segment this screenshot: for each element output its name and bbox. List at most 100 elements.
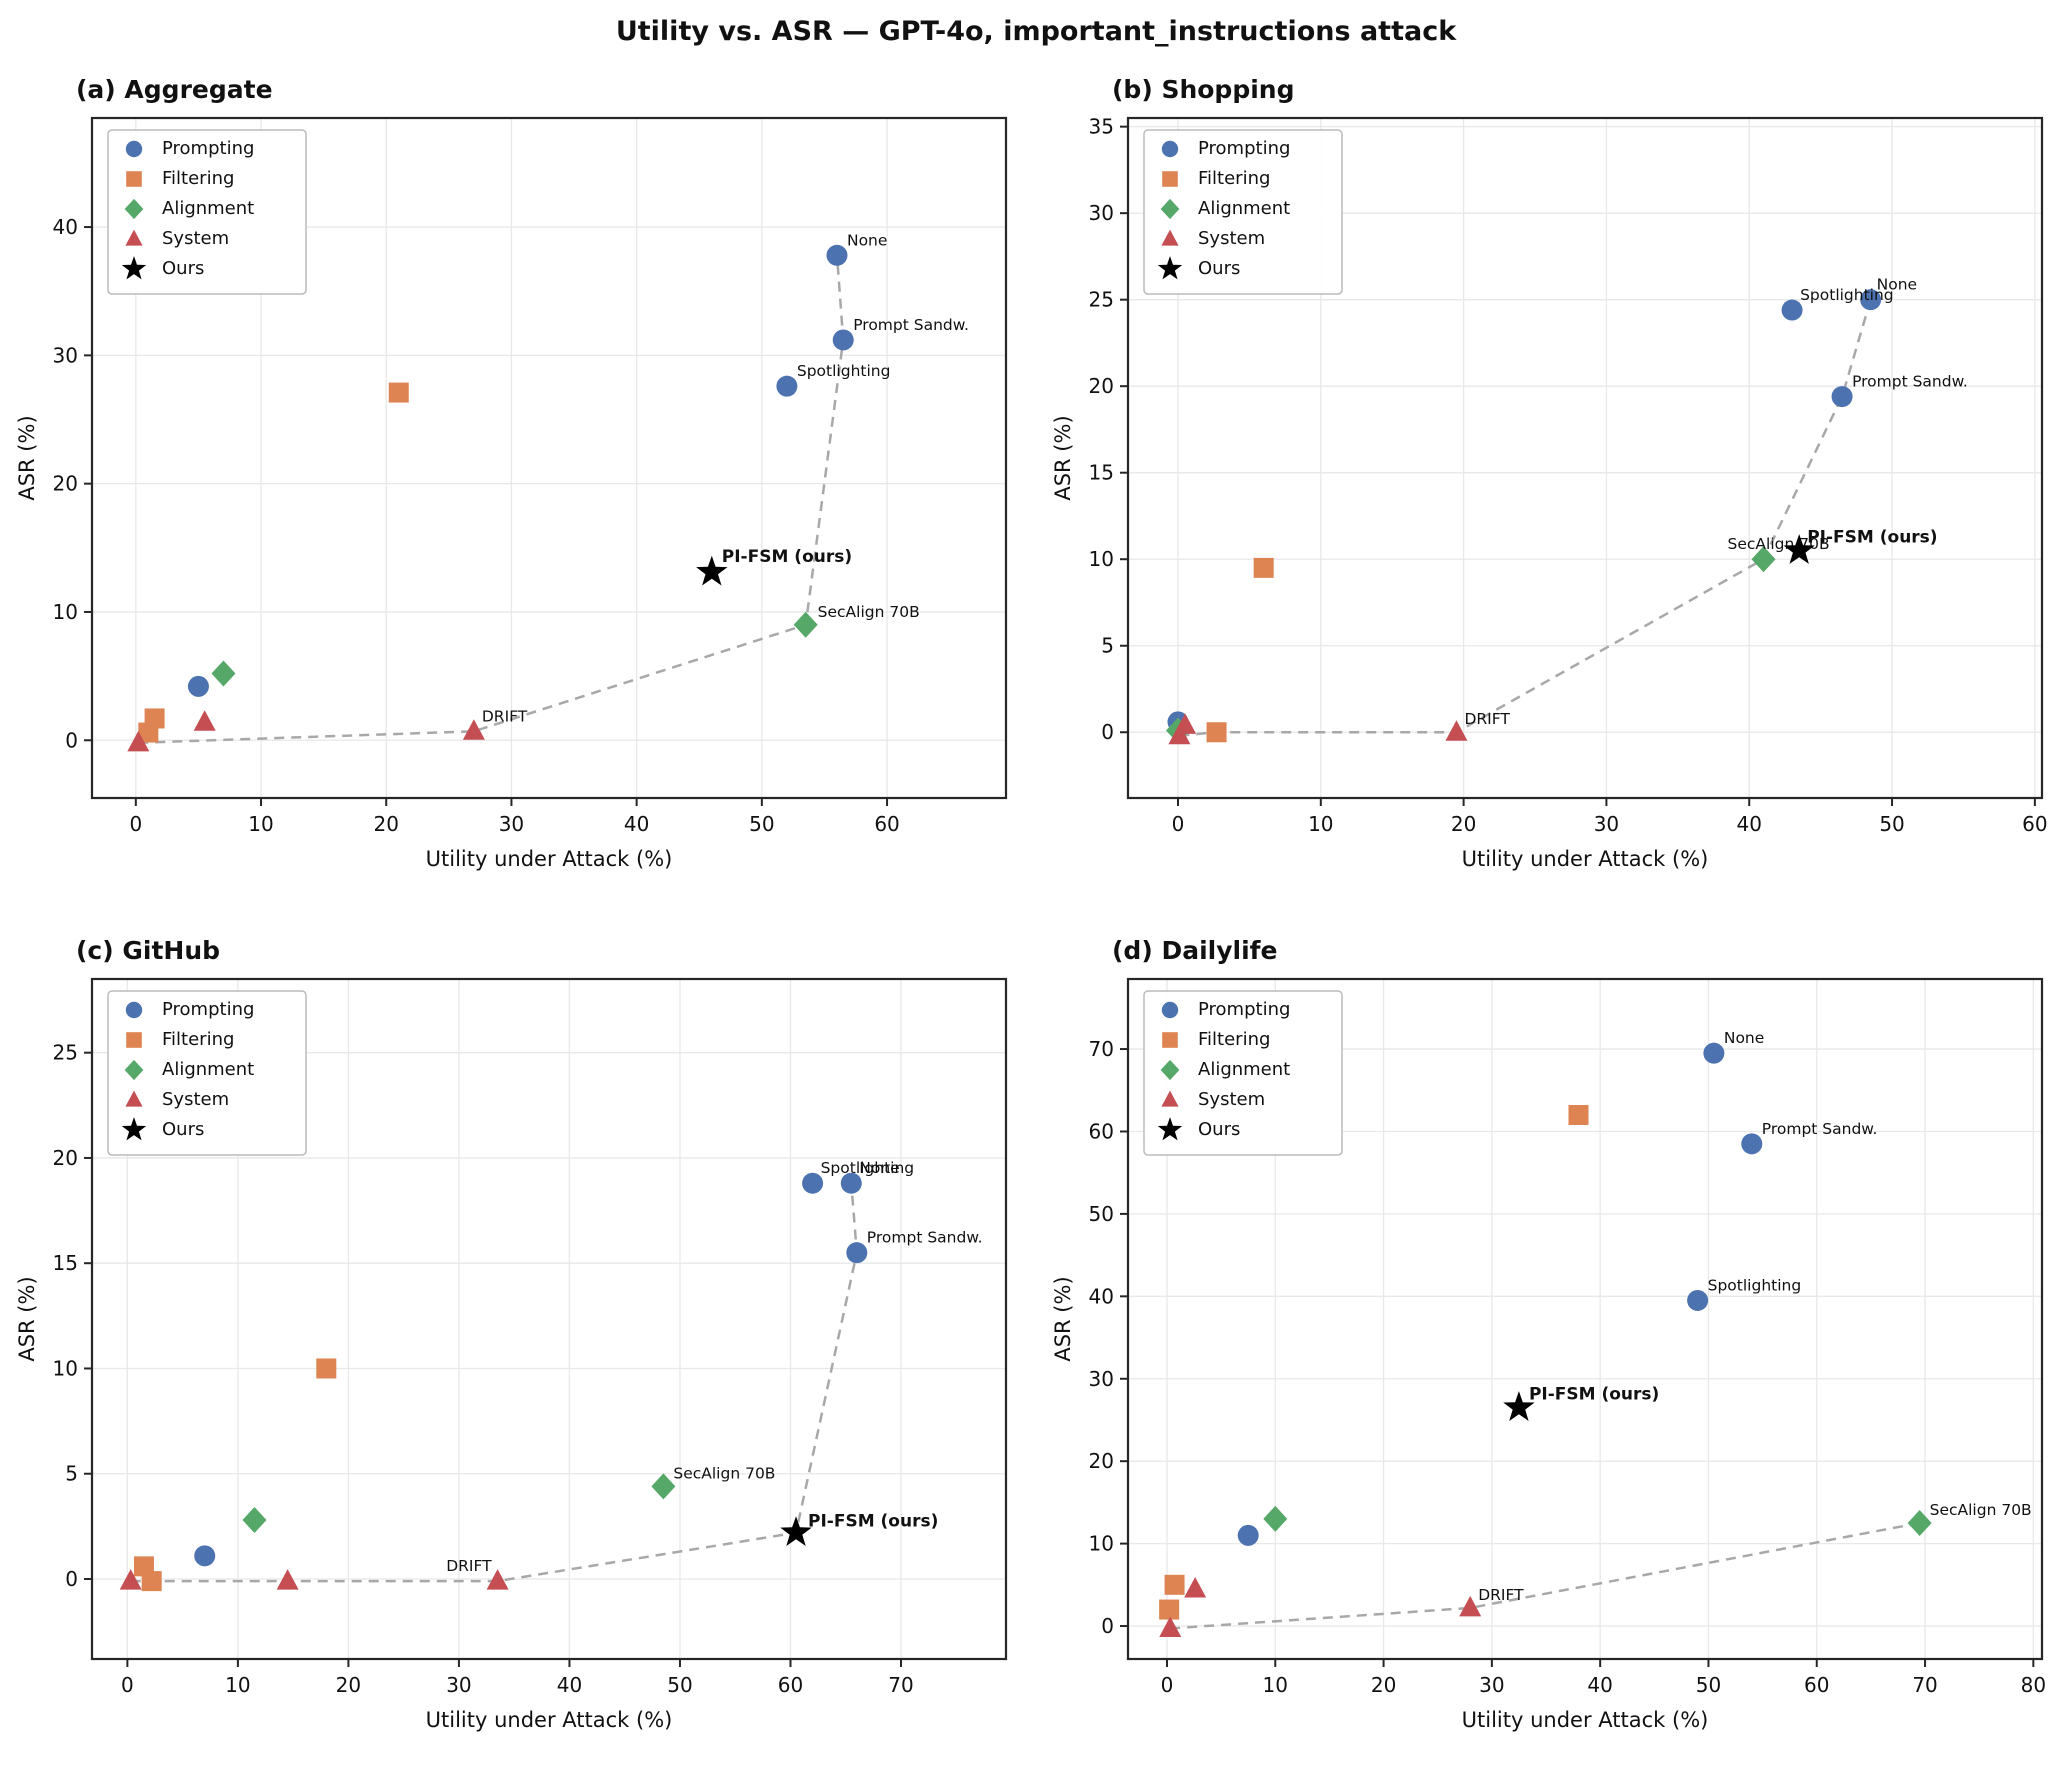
system-point [119,1569,142,1590]
point-label: Spotlighting [1708,1276,1802,1294]
legend-label: Prompting [162,138,254,159]
y-tick-label: 50 [1089,1202,1114,1226]
y-tick-label: 30 [1089,201,1114,225]
subplot-dailylife: (d) Dailylife None Prompt Sandw. Spotlighti… [1051,936,2046,1732]
legend-marker-circle [1161,140,1179,158]
x-tick-label: 10 [1308,812,1333,836]
x-axis-label: Utility under Attack (%) [426,1708,673,1732]
x-tick-label: 30 [1479,1673,1504,1697]
point-label: DRIFT [446,1557,492,1575]
point-label: DRIFT [1464,710,1510,728]
alignment-point [651,1473,676,1500]
legend-label: Filtering [162,1029,234,1050]
legend-label: Alignment [1198,198,1290,219]
prompting-point [1687,1289,1709,1311]
y-tick-label: 5 [65,1462,78,1486]
axes-spines [1126,977,2044,1661]
y-tick-label: 15 [1089,461,1114,485]
filtering-point [141,1571,162,1592]
legend-label: Alignment [162,198,254,219]
x-tick-label: 60 [874,812,899,836]
point-label: PI-FSM (ours) [808,1512,938,1532]
subplot-title: (d) Dailylife [1112,936,1277,965]
pareto-frontier-line [138,255,845,745]
y-tick-label: 10 [53,1356,78,1380]
system-point [486,1569,509,1590]
system-point [1459,1595,1482,1617]
legend-label: System [162,228,229,249]
pareto-frontier-line [1179,299,1872,737]
point-label: Spotlighting [797,362,891,380]
alignment-point [1751,546,1776,573]
subplot-title: (a) Aggregate [76,75,273,104]
x-tick-label: 30 [499,812,524,836]
point-label: None [1724,1029,1764,1047]
point-label: SecAlign 70B [673,1464,775,1482]
legend-label: Prompting [1198,999,1290,1020]
ours-point [780,1516,812,1546]
x-tick-label: 30 [446,1673,471,1697]
legend-marker-diamond [124,198,144,220]
y-tick-label: 20 [1089,374,1114,398]
legend-label: Filtering [162,168,234,189]
system-point [1168,723,1191,745]
x-tick-label: 20 [1451,812,1476,836]
point-label: PI-FSM (ours) [722,547,852,567]
point-label: SecAlign 70B [1930,1501,2032,1519]
y-tick-label: 10 [53,600,78,624]
y-tick-label: 35 [1089,115,1114,139]
y-axis-label: ASR (%) [15,415,39,500]
point-label: Spotlighting [821,1159,915,1177]
filtering-point [388,382,409,403]
legend-marker-circle [1161,1001,1179,1019]
subplot-grid: (a) Aggregate None Prompt Sandw. Spotlighti… [0,60,2072,1778]
legend-label: System [1198,1089,1265,1110]
axes-spines [90,977,1008,1661]
point-label: Prompt Sandw. [867,1229,983,1247]
y-tick-label: 25 [1089,288,1114,312]
prompting-point [840,1172,862,1194]
ours-point [1503,1391,1535,1421]
alignment-point [242,1507,267,1534]
point-label: DRIFT [1478,1586,1524,1604]
filtering-point [1164,1574,1185,1595]
x-tick-label: 0 [121,1673,134,1697]
x-tick-label: 50 [1879,812,1904,836]
legend-label: Alignment [1198,1059,1290,1080]
y-tick-label: 15 [53,1251,78,1275]
alignment-point [1263,1505,1288,1532]
system-point [276,1569,299,1590]
y-tick-label: 40 [53,215,78,239]
x-tick-label: 0 [1161,1673,1174,1697]
prompting-point [1237,1524,1259,1546]
legend-label: Prompting [1198,138,1290,159]
legend-marker-triangle [125,1090,143,1107]
pareto-frontier-line [1170,1521,1920,1630]
x-tick-label: 70 [1912,1673,1937,1697]
point-label: Prompt Sandw. [1852,373,1968,391]
legend-marker-square [1162,171,1178,187]
system-point [1445,720,1468,741]
prompting-point [194,1545,216,1567]
legend-label: Ours [162,1119,204,1140]
legend-box [1143,129,1343,295]
legend-box [107,990,307,1156]
prompting-point [1831,386,1853,408]
y-tick-label: 10 [1089,547,1114,571]
subplot-title: (b) Shopping [1112,75,1294,104]
alignment-point [211,660,236,687]
x-tick-label: 50 [667,1673,692,1697]
ours-point [1783,534,1815,564]
point-label: None [859,1159,899,1177]
y-tick-label: 25 [53,1041,78,1065]
axes-spines [90,116,1008,800]
x-tick-label: 0 [129,812,142,836]
legend-label: Ours [1198,258,1240,279]
pareto-frontier-line [130,1183,859,1583]
prompting-point [832,329,854,351]
legend-marker-star [121,256,147,280]
legend-marker-square [1162,1032,1178,1048]
point-label: SecAlign 70B [818,603,920,621]
